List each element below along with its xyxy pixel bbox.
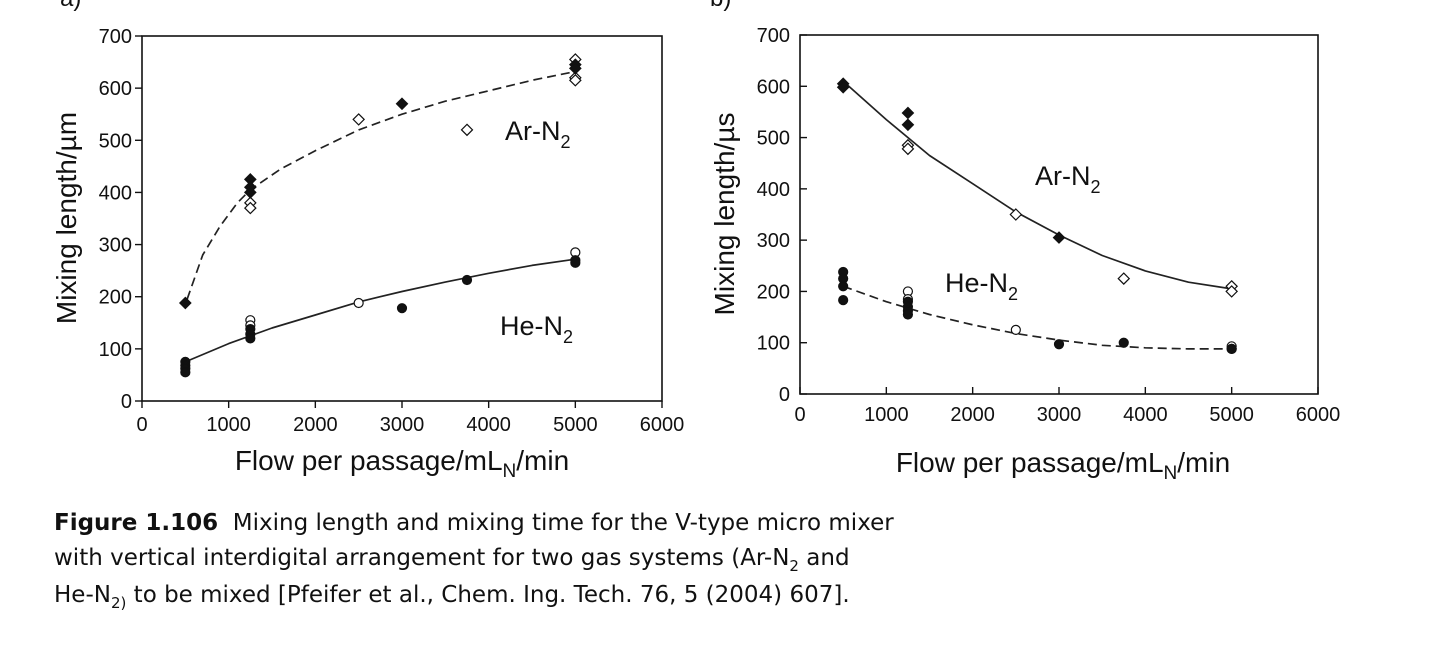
y-tick-label: 400 — [757, 179, 790, 201]
x-tick-label: 0 — [794, 404, 805, 426]
open-point-ar-n-0 — [460, 123, 474, 137]
open-point-ar-n-0 — [901, 142, 915, 156]
chart-a-series-label-ar: Ar-N2 — [505, 116, 571, 152]
y-tick-label: 500 — [757, 128, 790, 150]
caption-line-1: Figure 1.106 Mixing length and mixing ti… — [54, 506, 1054, 541]
x-tick-label: 2000 — [950, 404, 995, 426]
chart-b-x-axis-label: Flow per passage/mLN/min — [896, 447, 1230, 484]
chart-b-series-label-he: He-N2 — [945, 268, 1018, 304]
filled-point-he-n-1 — [838, 295, 849, 306]
x-tick-label: 5000 — [553, 414, 598, 436]
open-point-ar-n-0 — [1009, 208, 1023, 221]
caption-text-2-sub: 2 — [789, 557, 799, 575]
chart-b-y-axis-label: Mixing length/µs — [709, 113, 740, 316]
y-tick-label: 500 — [99, 130, 132, 152]
x-tick-label: 0 — [136, 414, 147, 436]
open-point-ar-n-0 — [568, 73, 582, 87]
caption-figure-label: Figure 1.106 — [54, 510, 219, 536]
filled-point-ar-n-0 — [243, 186, 257, 199]
x-tick-label: 1000 — [864, 404, 909, 426]
filled-point-he-n-1 — [1226, 343, 1237, 354]
chart-b-mixing-time: b) 0 1000 2000 3000 4000 5000 6000 0 100 200 300 40… — [709, 0, 1340, 484]
y-tick-label: 200 — [99, 287, 132, 309]
caption-line-3: He-N2) to be mixed [Pfeifer et al., Chem… — [54, 578, 1054, 615]
open-point-ar-n-0 — [243, 201, 257, 215]
y-tick-label: 600 — [757, 76, 790, 98]
x-tick-label: 4000 — [1123, 404, 1168, 426]
x-tick-label: 5000 — [1209, 404, 1254, 426]
plot-frame — [141, 35, 663, 402]
y-tick-label: 200 — [757, 281, 790, 303]
chart-b-plot-area: 0 1000 2000 3000 4000 5000 6000 0 100 200 300 400 50… — [757, 25, 1341, 426]
filled-point-he-n-1 — [1118, 337, 1129, 348]
filled-point-ar-n-0 — [568, 61, 582, 75]
chart-a-plot-area: 0 1000 2000 3000 4000 5000 6000 0 100 200 300 400 50… — [99, 26, 685, 436]
x-tick-label: 3000 — [380, 414, 425, 436]
y-tick-label: 100 — [757, 333, 790, 355]
filled-point-he-n-1 — [838, 281, 849, 292]
chart-a-x-axis-label: Flow per passage/mLN/min — [235, 445, 569, 482]
filled-point-he-n-1 — [1053, 339, 1065, 350]
caption-text-3a: He-N — [54, 582, 111, 608]
fit-line-ar-n-0 — [842, 80, 1232, 290]
x-tick-label: 1000 — [206, 414, 251, 436]
chart-a-panel-letter: a) — [60, 0, 81, 12]
fit-line-ar-n-0 — [186, 70, 576, 300]
y-tick-label: 400 — [99, 182, 132, 204]
filled-point-ar-n-0 — [1052, 231, 1066, 244]
filled-point-ar-n-0 — [178, 296, 192, 310]
y-tick-label: 300 — [99, 235, 132, 257]
caption-text-3-sub: 2) — [110, 594, 127, 612]
chart-b-series-label-ar: Ar-N2 — [1035, 161, 1101, 197]
open-point-he-n-1 — [353, 297, 364, 309]
y-tick-label: 700 — [757, 25, 790, 47]
filled-point-he-n-1 — [461, 274, 473, 286]
y-tick-label: 0 — [779, 384, 790, 406]
filled-point-he-n-1 — [396, 303, 408, 314]
filled-point-ar-n-0 — [836, 80, 850, 94]
filled-point-he-n-1 — [245, 333, 256, 344]
x-tick-label: 6000 — [1296, 404, 1341, 426]
caption-line-2: with vertical interdigital arrangement f… — [54, 541, 1054, 578]
x-tick-label: 3000 — [1037, 404, 1082, 426]
open-point-he-n-1 — [1010, 324, 1021, 335]
caption-text-2b: and — [798, 545, 850, 571]
y-tick-label: 300 — [757, 230, 790, 252]
open-point-ar-n-0 — [352, 113, 366, 126]
chart-a-mixing-length: a) 0 1000 2000 3000 4000 5000 6000 0 100 200 300 40… — [51, 0, 684, 482]
y-tick-label: 0 — [121, 391, 132, 413]
open-point-ar-n-0 — [1225, 285, 1239, 298]
x-tick-label: 6000 — [640, 414, 685, 436]
caption-text-2a: with vertical interdigital arrangement f… — [54, 545, 790, 571]
filled-point-ar-n-0 — [395, 97, 409, 111]
y-tick-label: 600 — [99, 78, 132, 100]
chart-a-y-axis-label: Mixing length/µm — [51, 112, 82, 324]
figure-charts: a) 0100020003000400050006000010020030040… — [51, 0, 1340, 484]
figure-caption: Figure 1.106 Mixing length and mixing ti… — [54, 506, 1054, 615]
x-tick-label: 2000 — [293, 414, 338, 436]
chart-a-series-label-he: He-N2 — [500, 311, 573, 347]
filled-point-he-n-1 — [570, 257, 581, 268]
filled-point-ar-n-0 — [901, 118, 915, 132]
filled-point-he-n-1 — [902, 309, 914, 320]
open-point-ar-n-0 — [1117, 272, 1131, 285]
caption-text-1: Mixing length and mixing time for the V-… — [232, 510, 894, 536]
fit-line-he-n-1 — [842, 285, 1232, 350]
filled-point-he-n-1 — [180, 367, 191, 378]
x-tick-label: 4000 — [466, 414, 511, 436]
y-tick-label: 100 — [99, 339, 132, 361]
chart-b-panel-letter: b) — [710, 0, 731, 12]
filled-point-ar-n-0 — [901, 106, 915, 120]
caption-text-3b: to be mixed [Pfeifer et al., Chem. Ing. … — [126, 582, 850, 608]
y-tick-label: 700 — [99, 26, 132, 48]
